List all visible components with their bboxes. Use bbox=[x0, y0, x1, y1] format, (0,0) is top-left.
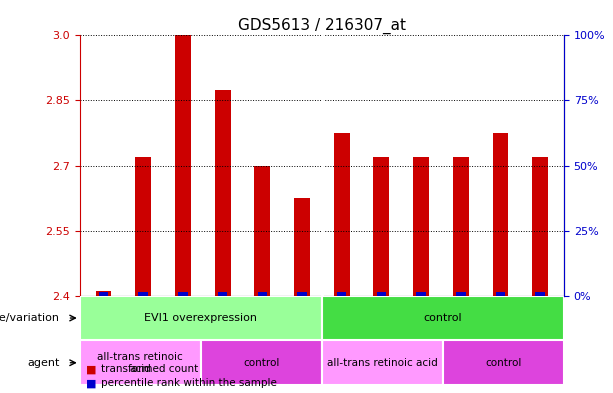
Bar bbox=[96, 291, 112, 296]
Title: GDS5613 / 216307_at: GDS5613 / 216307_at bbox=[238, 18, 406, 34]
Bar bbox=[492, 133, 508, 296]
Bar bbox=[218, 292, 227, 296]
Bar bbox=[175, 35, 191, 296]
Text: transformed count: transformed count bbox=[101, 364, 199, 375]
FancyBboxPatch shape bbox=[80, 296, 322, 340]
Text: control: control bbox=[485, 358, 522, 368]
Bar bbox=[135, 157, 151, 296]
Bar bbox=[496, 292, 505, 296]
Bar bbox=[416, 292, 426, 296]
Bar bbox=[337, 292, 346, 296]
Bar bbox=[297, 292, 306, 296]
Text: agent: agent bbox=[27, 358, 59, 368]
FancyBboxPatch shape bbox=[80, 340, 201, 385]
Text: EVI1 overexpression: EVI1 overexpression bbox=[144, 313, 257, 323]
Bar bbox=[254, 165, 270, 296]
Bar bbox=[453, 157, 469, 296]
Bar bbox=[376, 292, 386, 296]
Bar bbox=[373, 157, 389, 296]
Bar bbox=[294, 198, 310, 296]
FancyBboxPatch shape bbox=[322, 340, 443, 385]
Bar bbox=[413, 157, 429, 296]
Text: ■: ■ bbox=[86, 378, 96, 388]
Text: all-trans retinoic
acid: all-trans retinoic acid bbox=[97, 352, 183, 374]
Text: ■: ■ bbox=[86, 364, 96, 375]
Text: percentile rank within the sample: percentile rank within the sample bbox=[101, 378, 277, 388]
Text: control: control bbox=[424, 313, 462, 323]
Bar bbox=[333, 133, 349, 296]
FancyBboxPatch shape bbox=[443, 340, 564, 385]
Bar bbox=[532, 157, 548, 296]
Bar bbox=[215, 90, 230, 296]
Bar bbox=[139, 292, 148, 296]
Text: genotype/variation: genotype/variation bbox=[0, 313, 59, 323]
Bar bbox=[178, 292, 188, 296]
Text: all-trans retinoic acid: all-trans retinoic acid bbox=[327, 358, 438, 368]
Bar bbox=[456, 292, 465, 296]
Text: control: control bbox=[243, 358, 280, 368]
FancyBboxPatch shape bbox=[322, 296, 564, 340]
FancyBboxPatch shape bbox=[201, 340, 322, 385]
Bar bbox=[99, 292, 109, 296]
Bar bbox=[535, 292, 545, 296]
Bar bbox=[257, 292, 267, 296]
